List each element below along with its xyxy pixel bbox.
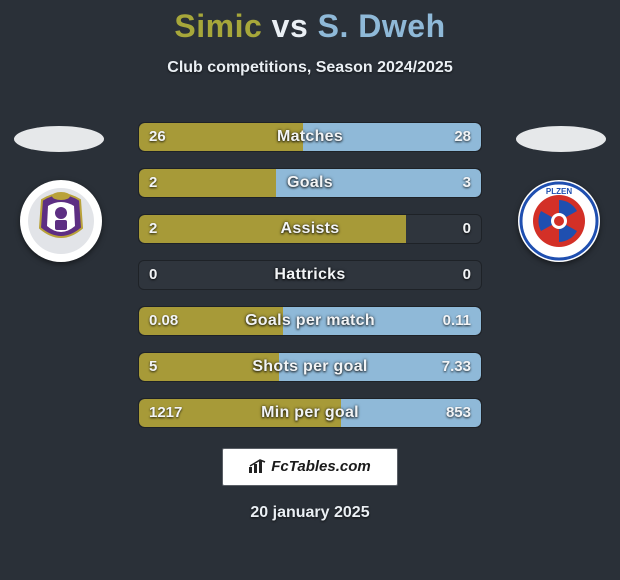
- stat-label: Goals: [139, 169, 481, 197]
- stat-row: 23Goals: [138, 168, 482, 198]
- stat-row: 1217853Min per goal: [138, 398, 482, 428]
- stat-label: Assists: [139, 215, 481, 243]
- player1-photo-placeholder: [14, 126, 104, 152]
- stat-row: 00Hattricks: [138, 260, 482, 290]
- vs-text: vs: [272, 8, 309, 44]
- player1-name: Simic: [174, 8, 262, 44]
- brand-text: FcTables.com: [271, 458, 370, 475]
- plzen-crest-icon: PLZEN: [518, 180, 600, 262]
- fctables-watermark: FcTables.com: [222, 448, 398, 486]
- comparison-title: Simic vs S. Dweh: [0, 0, 620, 45]
- player2-name: S. Dweh: [318, 8, 446, 44]
- stat-row: 20Assists: [138, 214, 482, 244]
- stat-row: 2628Matches: [138, 122, 482, 152]
- stat-row: 0.080.11Goals per match: [138, 306, 482, 336]
- stat-label: Goals per match: [139, 307, 481, 335]
- stat-row: 57.33Shots per goal: [138, 352, 482, 382]
- subtitle: Club competitions, Season 2024/2025: [0, 59, 620, 77]
- date-text: 20 january 2025: [0, 504, 620, 522]
- player2-photo-placeholder: [516, 126, 606, 152]
- stat-label: Min per goal: [139, 399, 481, 427]
- svg-text:PLZEN: PLZEN: [546, 187, 572, 196]
- stat-label: Shots per goal: [139, 353, 481, 381]
- anderlecht-crest-icon: [20, 180, 102, 262]
- chart-icon: [249, 451, 267, 465]
- stat-label: Hattricks: [139, 261, 481, 289]
- stat-label: Matches: [139, 123, 481, 151]
- player2-club-crest: PLZEN: [518, 180, 600, 262]
- stat-bars-container: 2628Matches 23Goals 20Assists 00Hattricks 0.…: [138, 122, 482, 444]
- player1-club-crest: [20, 180, 102, 262]
